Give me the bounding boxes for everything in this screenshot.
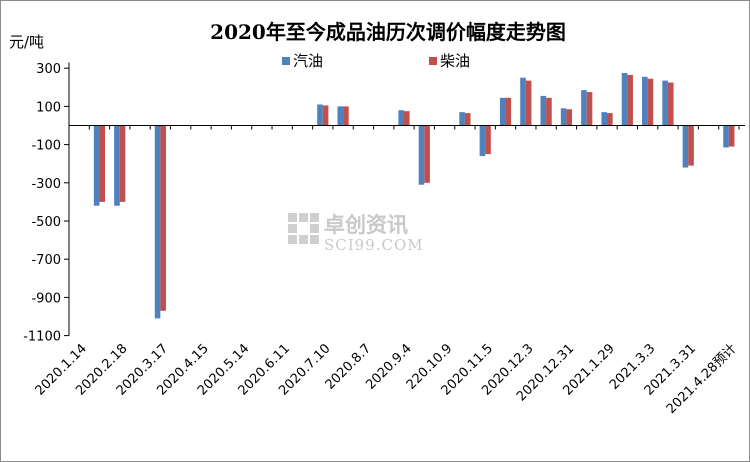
bar-diesel <box>119 125 126 202</box>
bar-diesel <box>566 109 573 126</box>
bar-diesel <box>424 125 430 183</box>
bar-diesel <box>586 92 593 126</box>
y-tick-label: 300 <box>36 62 61 77</box>
bar-gasoline <box>642 76 648 126</box>
bar-gasoline <box>114 125 120 206</box>
bar-gasoline <box>621 72 628 126</box>
legend-swatch-gasoline <box>282 57 290 65</box>
y-tick-label: -700 <box>31 253 61 268</box>
bar-gasoline <box>337 106 344 126</box>
bar-diesel <box>464 113 471 126</box>
bar-gasoline <box>581 90 587 126</box>
legend-label-gasoline: 汽油 <box>293 52 323 70</box>
legend: 汽油 柴油 <box>282 52 470 70</box>
y-tick-label: -1100 <box>23 330 61 345</box>
watermark-brand-en: SCI99.COM <box>324 236 424 254</box>
watermark: 卓创资讯 SCI99.COM <box>288 213 424 254</box>
chart-title: 2020年至今成品油历次调价幅度走势图 <box>210 20 566 44</box>
bar-diesel <box>322 105 329 126</box>
bar-gasoline <box>662 80 668 126</box>
bar-diesel <box>546 97 552 126</box>
bar-gasoline <box>317 104 323 126</box>
bar-diesel <box>404 111 410 126</box>
bar-diesel <box>647 78 654 126</box>
bar-diesel <box>728 125 735 147</box>
bar-diesel <box>343 106 349 126</box>
bar-gasoline <box>499 97 506 126</box>
bar-diesel <box>688 125 694 166</box>
bar-diesel <box>627 74 633 126</box>
bar-diesel <box>525 80 532 126</box>
bar-gasoline <box>418 125 425 185</box>
bar-gasoline <box>479 125 486 157</box>
bar-diesel <box>607 113 613 126</box>
y-axis-unit-label: 元/吨 <box>9 33 44 51</box>
bar-gasoline <box>560 108 567 126</box>
bar-diesel <box>99 125 106 202</box>
bar-gasoline <box>154 125 161 319</box>
watermark-logo <box>288 213 319 244</box>
watermark-brand-cn: 卓创资讯 <box>324 213 408 237</box>
bar-gasoline <box>398 110 404 126</box>
y-tick-label: -900 <box>31 291 61 306</box>
y-tick-label: 100 <box>36 100 61 115</box>
legend-swatch-diesel <box>429 57 437 65</box>
bar-diesel <box>485 125 491 155</box>
bar-diesel <box>160 125 166 311</box>
legend-label-diesel: 柴油 <box>440 52 470 70</box>
y-tick-label: -500 <box>31 215 61 230</box>
bar-diesel <box>667 82 674 126</box>
y-tick-label: -100 <box>31 139 61 154</box>
bar-gasoline <box>601 112 608 126</box>
y-tick-label: -300 <box>31 177 61 192</box>
bar-gasoline <box>520 77 526 126</box>
bar-gasoline <box>93 125 100 206</box>
x-tick-label: 2021.4.28预计 <box>664 341 740 417</box>
bar-diesel <box>505 97 512 126</box>
bar-gasoline <box>459 112 465 126</box>
bar-gasoline <box>723 125 729 148</box>
bar-gasoline <box>682 125 689 168</box>
bar-gasoline <box>540 95 547 126</box>
